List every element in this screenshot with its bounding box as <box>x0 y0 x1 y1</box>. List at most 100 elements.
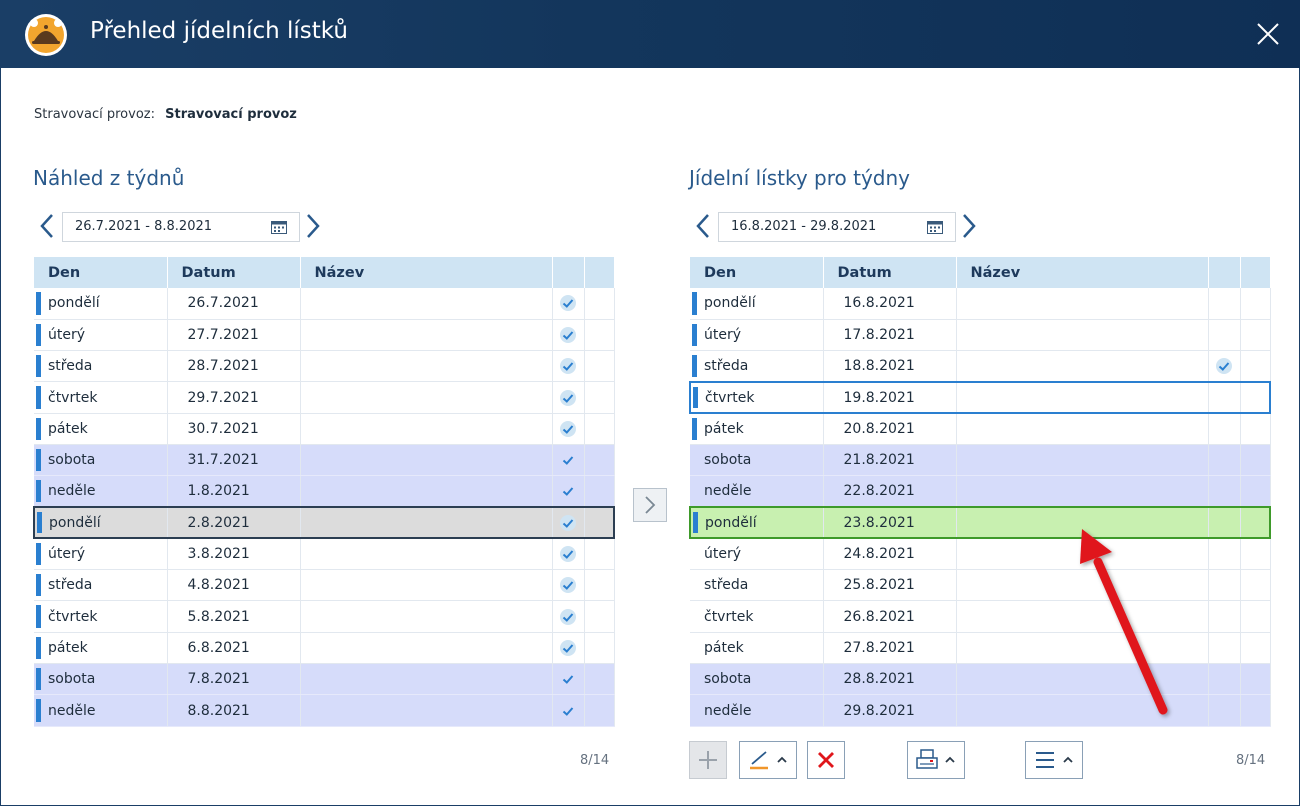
extra-cell <box>584 663 615 696</box>
column-header-nazev[interactable]: Název <box>300 257 553 288</box>
day-label: neděle <box>704 483 752 500</box>
delete-button[interactable] <box>807 741 845 779</box>
day-label: pondělí <box>705 514 757 531</box>
left-date-range-picker[interactable]: 26.7.2021 - 8.8.2021 <box>62 212 300 242</box>
provider-label: Stravovací provoz: <box>34 107 155 122</box>
day-cell: čtvrtek <box>34 381 168 414</box>
table-row[interactable]: pátek 20.8.2021 <box>690 413 1271 445</box>
extra-cell <box>584 632 615 665</box>
left-prev-arrow-icon[interactable] <box>38 212 56 240</box>
edit-dropdown-button[interactable] <box>739 741 797 779</box>
extra-cell <box>584 288 615 320</box>
table-row[interactable]: pátek 6.8.2021 <box>34 632 615 665</box>
name-cell <box>956 632 1209 665</box>
table-row[interactable]: středa 28.7.2021 <box>34 350 615 383</box>
table-row[interactable]: sobota 28.8.2021 <box>690 663 1271 696</box>
chevron-up-icon <box>777 756 787 763</box>
check-cell <box>552 569 585 602</box>
check-cell <box>552 506 585 540</box>
table-row[interactable]: neděle 29.8.2021 <box>690 694 1271 727</box>
day-cell: sobota <box>690 663 824 696</box>
check-cell <box>552 319 585 352</box>
add-button[interactable] <box>689 741 727 779</box>
table-row[interactable]: neděle 8.8.2021 <box>34 694 615 727</box>
extra-cell <box>1240 538 1271 571</box>
day-cell: pátek <box>690 413 824 445</box>
date-cell: 5.8.2021 <box>167 600 301 633</box>
table-row[interactable]: středa 18.8.2021 <box>690 350 1271 383</box>
right-next-arrow-icon[interactable] <box>960 212 978 240</box>
name-cell <box>956 319 1209 352</box>
day-cell: úterý <box>690 319 824 352</box>
menu-dropdown-button[interactable] <box>1025 741 1083 779</box>
day-cell: sobota <box>34 444 168 477</box>
day-cell: středa <box>690 350 824 383</box>
table-row[interactable]: úterý 17.8.2021 <box>690 319 1271 352</box>
day-cell: pátek <box>34 413 168 445</box>
name-cell <box>300 350 553 383</box>
table-row[interactable]: čtvrtek 29.7.2021 <box>34 381 615 414</box>
table-row[interactable]: pátek 27.8.2021 <box>690 632 1271 665</box>
extra-cell <box>584 381 615 414</box>
table-row[interactable]: pátek 30.7.2021 <box>34 413 615 445</box>
table-row[interactable]: čtvrtek 19.8.2021 <box>689 380 1271 415</box>
table-row[interactable]: pondělí 2.8.2021 <box>33 506 615 540</box>
table-row[interactable]: pondělí 26.7.2021 <box>34 288 615 320</box>
column-header-extra <box>584 257 615 288</box>
extra-cell <box>1240 288 1271 320</box>
table-row[interactable]: středa 25.8.2021 <box>690 569 1271 602</box>
row-marker <box>692 323 697 347</box>
row-marker <box>693 512 698 534</box>
row-marker <box>36 417 41 440</box>
day-cell: čtvrtek <box>690 600 824 633</box>
print-dropdown-button[interactable] <box>907 741 965 779</box>
table-row[interactable]: úterý 24.8.2021 <box>690 538 1271 571</box>
table-row[interactable]: pondělí 23.8.2021 <box>689 506 1271 540</box>
column-header-den[interactable]: Den <box>34 257 168 288</box>
copy-to-right-button[interactable] <box>633 488 667 522</box>
name-cell <box>300 475 553 508</box>
chevron-up-icon <box>1063 756 1073 763</box>
table-row[interactable]: úterý 27.7.2021 <box>34 319 615 352</box>
table-row[interactable]: sobota 31.7.2021 <box>34 444 615 477</box>
row-marker <box>36 448 41 472</box>
column-header-den[interactable]: Den <box>690 257 824 288</box>
row-marker <box>693 386 698 409</box>
day-label: sobota <box>48 452 96 469</box>
table-row[interactable]: sobota 7.8.2021 <box>34 663 615 696</box>
table-row[interactable]: neděle 22.8.2021 <box>690 475 1271 508</box>
grid-header-row: Den Datum Název <box>34 257 615 288</box>
day-cell: pátek <box>34 632 168 665</box>
calendar-icon[interactable] <box>271 220 287 234</box>
day-cell: pondělí <box>34 288 168 320</box>
column-header-nazev[interactable]: Název <box>956 257 1209 288</box>
extra-cell <box>1240 444 1271 477</box>
extra-cell <box>1240 600 1271 633</box>
table-row[interactable]: středa 4.8.2021 <box>34 569 615 602</box>
column-header-datum[interactable]: Datum <box>823 257 957 288</box>
close-icon[interactable] <box>1248 14 1288 54</box>
left-next-arrow-icon[interactable] <box>304 212 322 240</box>
table-row[interactable]: sobota 21.8.2021 <box>690 444 1271 477</box>
day-label: středa <box>48 577 93 594</box>
check-cell <box>552 350 585 383</box>
day-label: středa <box>704 577 749 594</box>
day-label: úterý <box>48 546 86 563</box>
date-cell: 20.8.2021 <box>823 413 957 445</box>
table-row[interactable]: čtvrtek 26.8.2021 <box>690 600 1271 633</box>
check-cell <box>1208 506 1241 540</box>
table-row[interactable]: pondělí 16.8.2021 <box>690 288 1271 320</box>
table-row[interactable]: úterý 3.8.2021 <box>34 538 615 571</box>
row-marker <box>37 512 42 534</box>
day-cell: středa <box>34 569 168 602</box>
row-marker <box>692 418 697 440</box>
right-prev-arrow-icon[interactable] <box>694 212 712 240</box>
table-row[interactable]: čtvrtek 5.8.2021 <box>34 600 615 633</box>
table-row[interactable]: neděle 1.8.2021 <box>34 475 615 508</box>
day-label: pondělí <box>49 514 101 531</box>
row-marker <box>36 323 41 347</box>
date-cell: 27.8.2021 <box>823 632 957 665</box>
right-date-range-picker[interactable]: 16.8.2021 - 29.8.2021 <box>718 212 956 242</box>
calendar-icon[interactable] <box>927 220 943 234</box>
column-header-datum[interactable]: Datum <box>167 257 301 288</box>
